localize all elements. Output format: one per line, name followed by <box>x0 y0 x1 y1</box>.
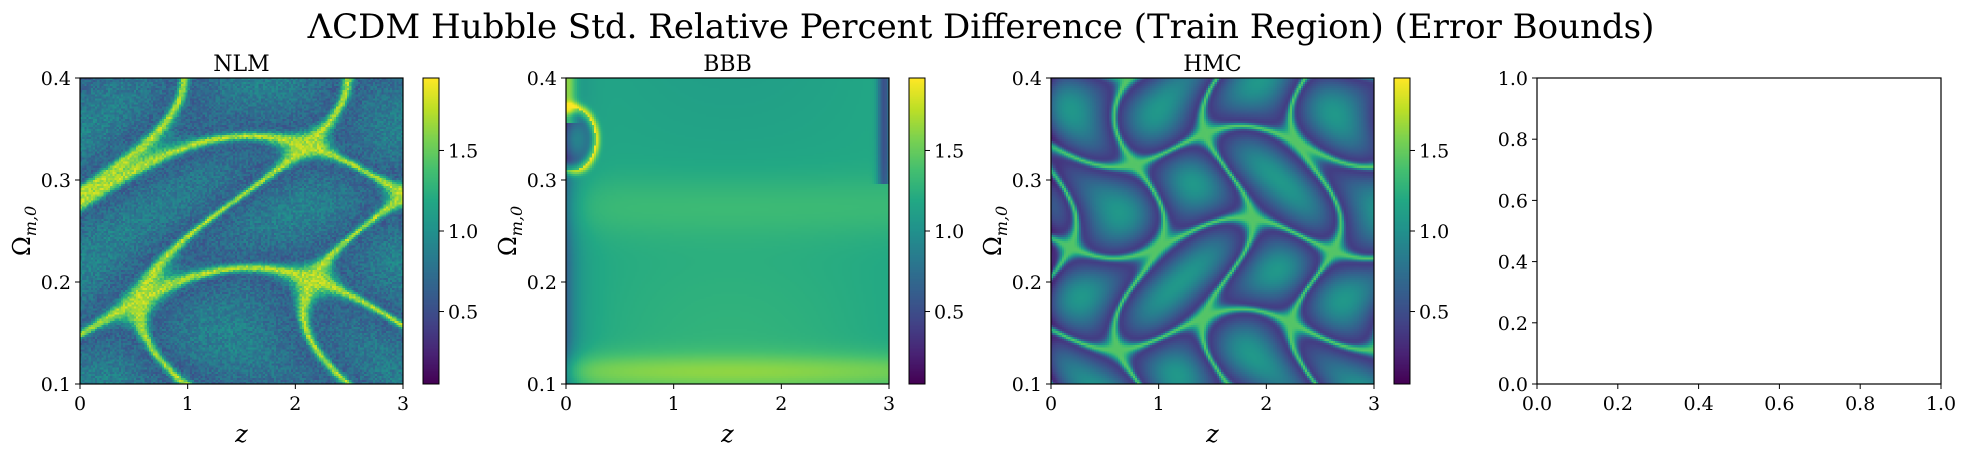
x-axis-label: z <box>1205 420 1219 448</box>
y-tick-label: 0.1 <box>527 374 557 396</box>
plot-frame <box>565 77 890 385</box>
colorbar-tick-label: 0.5 <box>448 302 478 324</box>
y-tick-label: 0.4 <box>1012 68 1042 90</box>
x-tick-label: 2 <box>289 393 301 415</box>
y-tick-label: 1.0 <box>1498 68 1528 90</box>
x-tick-label: 2 <box>1260 393 1272 415</box>
heatmap-image <box>80 78 403 384</box>
x-tick-label: 1.0 <box>1926 393 1956 415</box>
colorbar-tick-label: 1.0 <box>448 221 478 243</box>
colorbar: 0.5 1.0 1.5 <box>1393 77 1449 385</box>
colorbar-gradient <box>423 78 439 384</box>
plot-frame <box>1050 77 1375 385</box>
y-tick-label: 0.2 <box>1012 272 1042 294</box>
x-tick-label: 0.8 <box>1845 393 1875 415</box>
x-tick-label: 0 <box>560 393 572 415</box>
y-tick-label: 0.2 <box>527 272 557 294</box>
colorbar-tick-label: 0.5 <box>1419 302 1449 324</box>
colorbar-tick-label: 1.0 <box>1419 221 1449 243</box>
colorbar: 0.5 1.0 1.5 <box>422 77 478 385</box>
colorbar-tick-label: 1.5 <box>934 140 964 162</box>
y-tick-label: 0.6 <box>1498 190 1528 212</box>
y-tick-label: 0.4 <box>1498 252 1528 274</box>
x-tick-label: 1 <box>1153 393 1165 415</box>
x-tick-label: 0 <box>74 393 86 415</box>
y-tick-label: 0.0 <box>1498 374 1528 396</box>
panel-title: HMC <box>1183 52 1242 77</box>
colorbar-gradient <box>909 78 925 384</box>
x-tick-label: 0.4 <box>1683 393 1713 415</box>
heatmap-image <box>566 78 889 384</box>
panel-title: NLM <box>213 52 269 77</box>
y-tick-label: 0.4 <box>527 68 557 90</box>
panel-title: BBB <box>703 52 752 77</box>
y-tick-label: 0.3 <box>527 170 557 192</box>
y-axis-label: Ωm,0 <box>979 206 1011 256</box>
panels-group: NLM 0 1 2 3 0.1 0.2 0.3 0.4 z Ωm,0 0.5 1.0 1.5 BBB 0 1 2 3… <box>8 52 1956 448</box>
panel-bbb: BBB 0 1 2 3 0.1 0.2 0.3 0.4 z Ωm,0 0.5 1.0 1.5 <box>494 52 964 448</box>
x-tick-label: 3 <box>1368 393 1380 415</box>
x-axis-label: z <box>234 420 248 448</box>
plot-frame <box>1536 77 1942 385</box>
panel-hmc: HMC 0 1 2 3 0.1 0.2 0.3 0.4 z Ωm,0 0.5 1.0 1.5 <box>979 52 1449 448</box>
plot-frame <box>79 77 404 385</box>
colorbar: 0.5 1.0 1.5 <box>908 77 964 385</box>
y-tick-label: 0.3 <box>41 170 71 192</box>
x-tick-label: 0.6 <box>1764 393 1794 415</box>
x-tick-label: 2 <box>775 393 787 415</box>
x-axis-label: z <box>720 420 734 448</box>
y-tick-label: 0.3 <box>1012 170 1042 192</box>
y-axis-label: Ωm,0 <box>8 206 40 256</box>
colorbar-gradient <box>1394 78 1410 384</box>
y-tick-label: 0.1 <box>41 374 71 396</box>
x-tick-label: 0.2 <box>1603 393 1633 415</box>
y-axis-label: Ωm,0 <box>494 206 526 256</box>
x-tick-label: 3 <box>397 393 409 415</box>
x-tick-label: 0.0 <box>1522 393 1552 415</box>
y-tick-label: 0.8 <box>1498 129 1528 151</box>
heatmap-image <box>1051 78 1374 384</box>
panel-nlm: NLM 0 1 2 3 0.1 0.2 0.3 0.4 z Ωm,0 0.5 1.0 1.5 <box>8 52 478 448</box>
x-tick-label: 1 <box>668 393 680 415</box>
colorbar-tick-label: 1.5 <box>1419 140 1449 162</box>
x-tick-label: 0 <box>1045 393 1057 415</box>
panel-empty: 0.0 0.2 0.4 0.6 0.8 1.0 0.0 0.2 0.4 0.6 0.8 1.0 <box>1498 68 1956 415</box>
x-tick-label: 3 <box>883 393 895 415</box>
x-tick-label: 1 <box>182 393 194 415</box>
y-tick-label: 0.4 <box>41 68 71 90</box>
colorbar-tick-label: 1.5 <box>448 140 478 162</box>
colorbar-tick-label: 1.0 <box>934 221 964 243</box>
y-tick-label: 0.2 <box>1498 313 1528 335</box>
y-tick-label: 0.2 <box>41 272 71 294</box>
y-tick-label: 0.1 <box>1012 374 1042 396</box>
colorbar-tick-label: 0.5 <box>934 302 964 324</box>
figure-title: ΛCDM Hubble Std. Relative Percent Differ… <box>307 7 1655 47</box>
